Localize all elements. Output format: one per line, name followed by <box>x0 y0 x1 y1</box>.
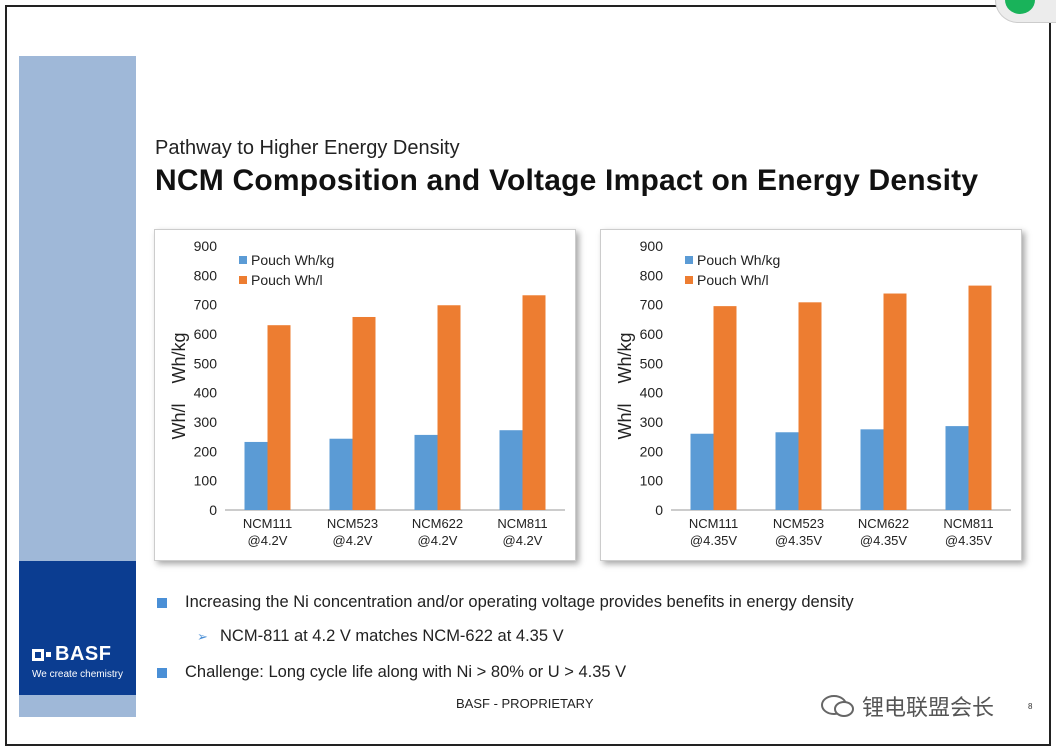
legend-label: Pouch Wh/l <box>697 272 769 288</box>
status-dot-icon <box>1005 0 1035 14</box>
chart-right: 0 100 200 300 400 500 600 700 800 900 Wh/l Wh/kg NC… <box>600 229 1022 561</box>
x-tick-label: NCM111 <box>689 516 738 531</box>
page-number: 8 <box>1028 702 1033 711</box>
bar-wh-kg <box>329 438 353 510</box>
y-tick-label: 800 <box>640 267 664 283</box>
legend-label: Pouch Wh/l <box>251 272 323 288</box>
slide-subtitle: Pathway to Higher Energy Density <box>155 137 460 159</box>
wechat-icon <box>821 695 854 717</box>
chart-left: 0 100 200 300 400 500 600 700 800 900 Wh/l Wh/kg NC… <box>154 229 576 561</box>
legend-swatch <box>239 256 247 264</box>
y-tick-label: 500 <box>640 355 664 371</box>
watermark-text: 锂电联盟会长 <box>862 695 995 720</box>
y-tick-label: 200 <box>194 443 218 459</box>
side-band-top <box>19 56 136 561</box>
bar-wh-l <box>798 302 822 510</box>
slide-title: NCM Composition and Voltage Impact on En… <box>155 164 979 197</box>
y-tick-label: 500 <box>194 355 218 371</box>
legend-swatch <box>685 256 693 264</box>
y-tick-label: 400 <box>194 385 218 401</box>
y-tick-label: 0 <box>655 502 663 518</box>
bar-wh-kg <box>499 430 523 510</box>
bar-wh-l <box>352 316 376 510</box>
legend-label: Pouch Wh/kg <box>697 252 780 268</box>
legend-swatch <box>685 276 693 284</box>
y-tick-label: 900 <box>640 238 664 254</box>
x-tick-label: @4.35V <box>775 533 822 548</box>
y-tick-label: 100 <box>194 473 218 489</box>
x-tick-label: @4.2V <box>503 533 543 548</box>
logo-tagline: We create chemistry <box>32 669 123 680</box>
y-tick-label: 900 <box>194 238 218 254</box>
bar-wh-kg <box>775 432 799 510</box>
bar-wh-kg <box>690 433 714 510</box>
x-tick-label: NCM111 <box>243 516 292 531</box>
y-tick-label: 100 <box>640 473 664 489</box>
chart-left-svg: 0 100 200 300 400 500 600 700 800 900 Wh/l Wh/kg NC… <box>169 238 565 548</box>
basf-logo: BASF <box>32 643 111 666</box>
x-tick-label: @4.2V <box>333 533 373 548</box>
bullet-arrow-icon: ➢ <box>197 629 208 644</box>
chart-right-svg: 0 100 200 300 400 500 600 700 800 900 Wh/l Wh/kg NC… <box>615 238 1011 548</box>
x-tick-label: @4.35V <box>945 533 992 548</box>
x-tick-label: NCM622 <box>412 516 463 531</box>
y-tick-label: 200 <box>640 443 664 459</box>
bar-wh-l <box>267 325 291 510</box>
logo-name: BASF <box>55 643 112 665</box>
y-tick-label: 700 <box>194 297 218 313</box>
side-band-bottom <box>19 695 136 717</box>
x-tick-label: NCM811 <box>497 516 547 531</box>
x-tick-label: @4.35V <box>860 533 907 548</box>
x-tick-label: NCM622 <box>858 516 909 531</box>
bullet-3: Challenge: Long cycle life along with Ni… <box>185 663 627 681</box>
bar-wh-l <box>883 293 907 510</box>
bar-wh-l <box>437 305 461 510</box>
bullet-square-icon <box>157 668 167 678</box>
x-tick-label: @4.2V <box>418 533 458 548</box>
bar-wh-l <box>522 295 546 510</box>
logo-dot-icon <box>46 652 51 657</box>
y-tick-label: 300 <box>640 414 664 430</box>
y-tick-label: 800 <box>194 267 218 283</box>
y-tick-label: 400 <box>640 385 664 401</box>
x-tick-label: @4.35V <box>690 533 737 548</box>
legend-swatch <box>239 276 247 284</box>
bullet-1: Increasing the Ni concentration and/or o… <box>185 593 854 611</box>
y-tick-label: 600 <box>640 326 664 342</box>
x-tick-label: @4.2V <box>248 533 288 548</box>
logo-square-icon <box>32 648 44 661</box>
footer-label: BASF - PROPRIETARY <box>456 696 594 711</box>
x-tick-label: NCM523 <box>773 516 824 531</box>
bar-wh-l <box>713 306 737 510</box>
y-tick-label: 600 <box>194 326 218 342</box>
y-axis-label: Wh/l Wh/kg <box>169 332 189 439</box>
y-axis-label: Wh/l Wh/kg <box>615 332 635 439</box>
bar-wh-kg <box>414 434 438 510</box>
bullet-2: NCM-811 at 4.2 V matches NCM-622 at 4.35… <box>220 627 564 645</box>
x-tick-label: NCM523 <box>327 516 378 531</box>
bullet-square-icon <box>157 598 167 608</box>
bar-wh-kg <box>244 441 268 510</box>
side-band-logo <box>19 561 136 695</box>
y-tick-label: 300 <box>194 414 218 430</box>
y-tick-label: 700 <box>640 297 664 313</box>
x-tick-label: NCM811 <box>943 516 993 531</box>
bar-wh-l <box>968 285 992 510</box>
bar-wh-kg <box>860 429 884 510</box>
bar-wh-kg <box>945 426 969 510</box>
legend-label: Pouch Wh/kg <box>251 252 334 268</box>
y-tick-label: 0 <box>209 502 217 518</box>
